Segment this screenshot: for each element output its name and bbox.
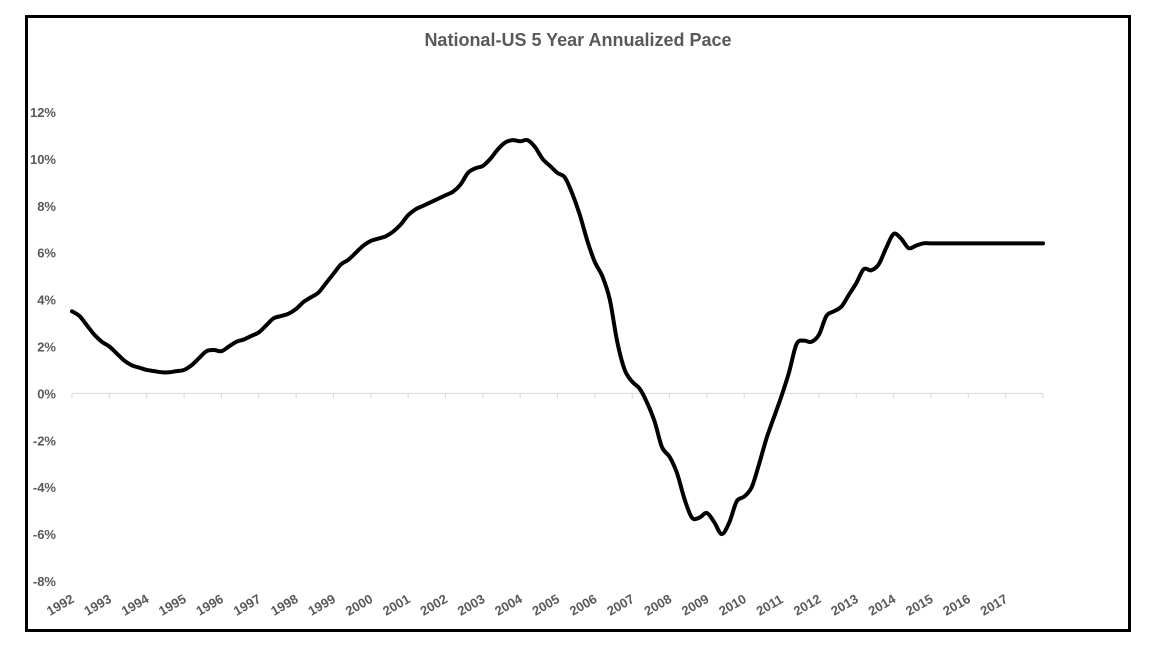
x-tick-label: 1996: [193, 591, 226, 618]
series-layer: [70, 137, 1045, 537]
x-tick-label: 1998: [268, 591, 301, 618]
y-tick-label: -8%: [33, 574, 57, 589]
y-tick-label: -2%: [33, 433, 57, 448]
y-tick-label: 0%: [37, 386, 56, 401]
y-tick-label: 10%: [30, 152, 56, 167]
x-tick-label: 1995: [156, 591, 189, 618]
x-tick-label: 2017: [978, 591, 1011, 618]
x-tick-label: 1993: [81, 591, 114, 618]
x-tick-label: 2008: [642, 591, 675, 618]
x-tick-label: 2014: [866, 591, 899, 619]
x-tick-label: 2016: [940, 591, 973, 618]
x-tick-label: 2015: [903, 591, 936, 618]
x-tick-label: 2001: [380, 591, 413, 618]
chart-frame: [25, 15, 1131, 632]
x-tick-label: 2011: [754, 592, 786, 619]
x-tick-label: 2010: [716, 591, 749, 618]
x-tick-label: 1994: [119, 591, 152, 619]
series-line-0: [70, 137, 1045, 537]
x-tick-label: 2007: [604, 591, 637, 618]
x-tick-label: 2009: [679, 591, 712, 618]
y-tick-label: 6%: [37, 246, 56, 261]
y-axis-ticks: 12% 10% 8% 6% 4% 2% 0% -2% -4% -6% -8%: [30, 105, 56, 589]
y-tick-label: 12%: [30, 105, 56, 120]
x-tick-label: 2006: [567, 591, 600, 618]
x-axis-ticks: 1992 1993 1994 1995 1996 1997 1998 1999 2000 2001…: [44, 393, 1044, 619]
x-tick-label: 2013: [828, 591, 861, 618]
x-tick-label: 2004: [492, 591, 525, 619]
x-tick-label: 2005: [530, 591, 563, 618]
y-tick-label: -6%: [33, 527, 57, 542]
x-tick-label: 2002: [417, 591, 450, 618]
x-tick-label: 2012: [791, 591, 824, 618]
y-tick-label: 4%: [37, 293, 56, 308]
y-tick-label: 8%: [37, 199, 56, 214]
x-tick-label: 1999: [305, 591, 338, 618]
x-tick-label: 2003: [455, 591, 488, 618]
x-tick-label: 1997: [231, 591, 264, 618]
y-tick-label: 2%: [37, 340, 56, 355]
x-tick-label: 2000: [343, 591, 376, 618]
x-tick-label: 1992: [44, 591, 77, 618]
y-tick-label: -4%: [33, 480, 57, 495]
chart-title: National-US 5 Year Annualized Pace: [424, 30, 731, 50]
